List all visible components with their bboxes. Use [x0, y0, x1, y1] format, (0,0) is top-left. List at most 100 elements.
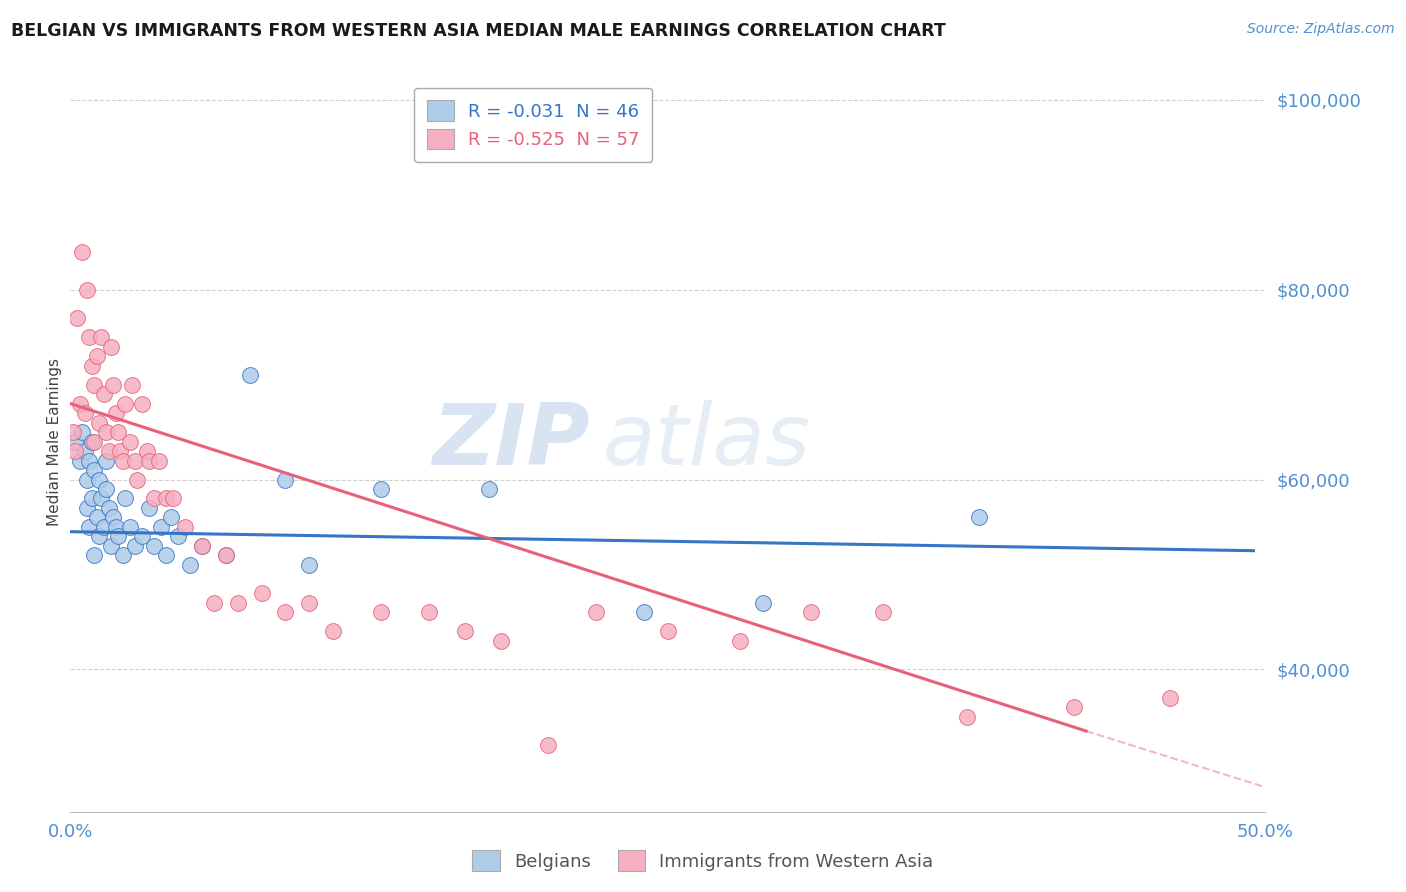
Point — [967, 510, 990, 524]
Point — [166, 529, 188, 543]
Point — [83, 377, 105, 392]
Point — [76, 473, 98, 487]
Point — [111, 549, 134, 563]
Point — [76, 283, 98, 297]
Point — [250, 586, 273, 600]
Point — [214, 549, 236, 563]
Point — [96, 482, 117, 496]
Point — [728, 633, 751, 648]
Point — [93, 387, 115, 401]
Point — [80, 434, 103, 449]
Point — [120, 520, 141, 534]
Point — [872, 606, 894, 620]
Point — [100, 340, 122, 354]
Point — [214, 549, 236, 563]
Point — [489, 633, 512, 648]
Point — [103, 377, 125, 392]
Point — [191, 539, 214, 553]
Point — [202, 596, 225, 610]
Point — [103, 510, 125, 524]
Point — [226, 596, 249, 610]
Point — [76, 500, 98, 515]
Point — [97, 500, 120, 515]
Point — [148, 453, 170, 467]
Point — [537, 739, 560, 753]
Point — [107, 425, 129, 439]
Point — [124, 453, 146, 467]
Point — [87, 529, 110, 543]
Point — [97, 444, 120, 458]
Y-axis label: Median Male Earnings: Median Male Earnings — [46, 358, 62, 525]
Point — [370, 606, 392, 620]
Point — [86, 349, 108, 363]
Point — [191, 539, 214, 553]
Point — [150, 520, 173, 534]
Point — [73, 444, 96, 458]
Point — [80, 491, 103, 506]
Point — [322, 624, 344, 639]
Point — [155, 491, 177, 506]
Point — [107, 529, 129, 543]
Point — [63, 434, 86, 449]
Text: Source: ZipAtlas.com: Source: ZipAtlas.com — [1247, 22, 1395, 37]
Point — [73, 406, 96, 420]
Point — [657, 624, 679, 639]
Text: BELGIAN VS IMMIGRANTS FROM WESTERN ASIA MEDIAN MALE EARNINGS CORRELATION CHART: BELGIAN VS IMMIGRANTS FROM WESTERN ASIA … — [11, 22, 946, 40]
Point — [100, 539, 122, 553]
Point — [120, 434, 141, 449]
Point — [418, 606, 440, 620]
Point — [179, 558, 201, 572]
Point — [69, 396, 91, 410]
Point — [96, 425, 117, 439]
Point — [83, 549, 105, 563]
Point — [96, 453, 117, 467]
Point — [66, 311, 89, 326]
Point — [90, 491, 112, 506]
Point — [155, 549, 177, 563]
Point — [298, 558, 321, 572]
Point — [800, 606, 823, 620]
Point — [956, 710, 979, 724]
Point — [83, 463, 105, 477]
Point — [114, 491, 136, 506]
Point — [478, 482, 501, 496]
Point — [370, 482, 392, 496]
Point — [298, 596, 321, 610]
Point — [104, 406, 127, 420]
Point — [274, 606, 297, 620]
Point — [79, 520, 101, 534]
Legend: Belgians, Immigrants from Western Asia: Belgians, Immigrants from Western Asia — [465, 843, 941, 879]
Point — [239, 368, 262, 383]
Point — [143, 491, 166, 506]
Point — [70, 244, 93, 259]
Point — [138, 453, 160, 467]
Point — [111, 453, 134, 467]
Point — [124, 539, 146, 553]
Point — [1063, 700, 1085, 714]
Point — [114, 396, 136, 410]
Legend: R = -0.031  N = 46, R = -0.525  N = 57: R = -0.031 N = 46, R = -0.525 N = 57 — [413, 87, 652, 162]
Point — [121, 377, 143, 392]
Point — [127, 473, 149, 487]
Point — [63, 444, 86, 458]
Point — [79, 453, 101, 467]
Point — [79, 330, 101, 344]
Point — [752, 596, 775, 610]
Point — [87, 416, 110, 430]
Point — [110, 444, 132, 458]
Point — [143, 539, 166, 553]
Point — [1159, 690, 1181, 705]
Point — [104, 520, 127, 534]
Point — [87, 473, 110, 487]
Point — [633, 606, 655, 620]
Point — [90, 330, 112, 344]
Point — [69, 453, 91, 467]
Point — [83, 434, 105, 449]
Point — [174, 520, 197, 534]
Point — [70, 425, 93, 439]
Point — [274, 473, 297, 487]
Point — [138, 500, 160, 515]
Point — [131, 529, 153, 543]
Point — [454, 624, 477, 639]
Text: atlas: atlas — [602, 400, 810, 483]
